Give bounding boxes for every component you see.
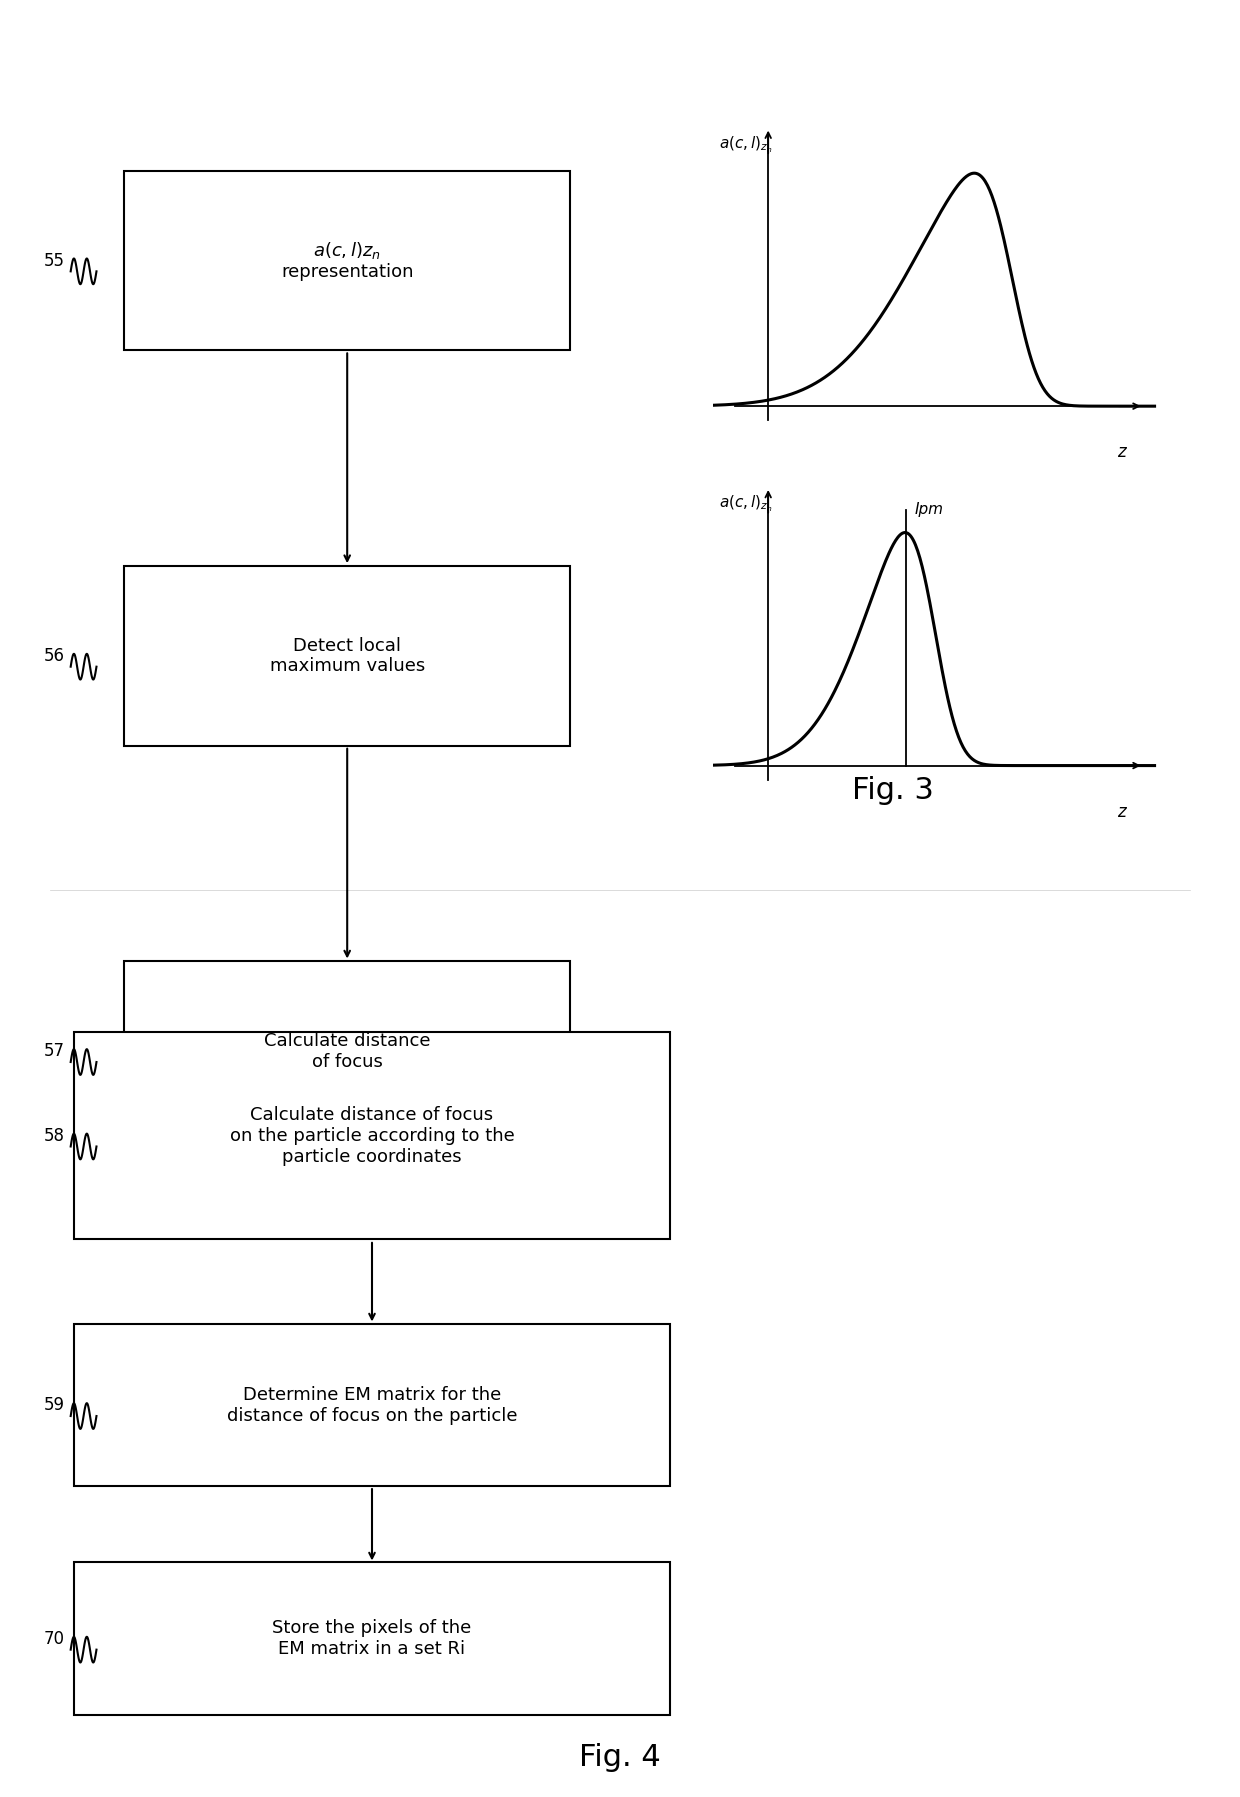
Text: Detect local
maximum values: Detect local maximum values	[269, 636, 425, 676]
FancyBboxPatch shape	[124, 171, 570, 350]
Text: 55: 55	[43, 252, 64, 270]
Text: Calculate distance
of focus: Calculate distance of focus	[264, 1031, 430, 1071]
Text: 70: 70	[43, 1630, 64, 1648]
Text: z: z	[1117, 803, 1126, 821]
Text: 57: 57	[43, 1042, 64, 1060]
FancyBboxPatch shape	[74, 1562, 670, 1714]
Text: Determine EM matrix for the
distance of focus on the particle: Determine EM matrix for the distance of …	[227, 1385, 517, 1425]
Text: $a(c,l)_{z_n}$: $a(c,l)_{z_n}$	[718, 135, 773, 155]
Text: Store the pixels of the
EM matrix in a set Ri: Store the pixels of the EM matrix in a s…	[273, 1619, 471, 1659]
FancyBboxPatch shape	[74, 1324, 670, 1486]
Text: Fig. 4: Fig. 4	[579, 1743, 661, 1772]
Text: 58: 58	[43, 1127, 64, 1145]
Text: $a(c, l)z_n$
representation: $a(c, l)z_n$ representation	[281, 239, 413, 282]
Text: 59: 59	[43, 1396, 64, 1414]
Text: z: z	[1117, 444, 1126, 462]
FancyBboxPatch shape	[124, 961, 570, 1141]
Text: $a(c,l)_{z_n}$: $a(c,l)_{z_n}$	[718, 494, 773, 514]
FancyBboxPatch shape	[74, 1031, 670, 1240]
Text: Ipm: Ipm	[914, 503, 944, 518]
Text: Calculate distance of focus
on the particle according to the
particle coordinate: Calculate distance of focus on the parti…	[229, 1105, 515, 1166]
Text: Fig. 3: Fig. 3	[852, 776, 934, 805]
Text: 56: 56	[43, 647, 64, 665]
FancyBboxPatch shape	[124, 566, 570, 746]
